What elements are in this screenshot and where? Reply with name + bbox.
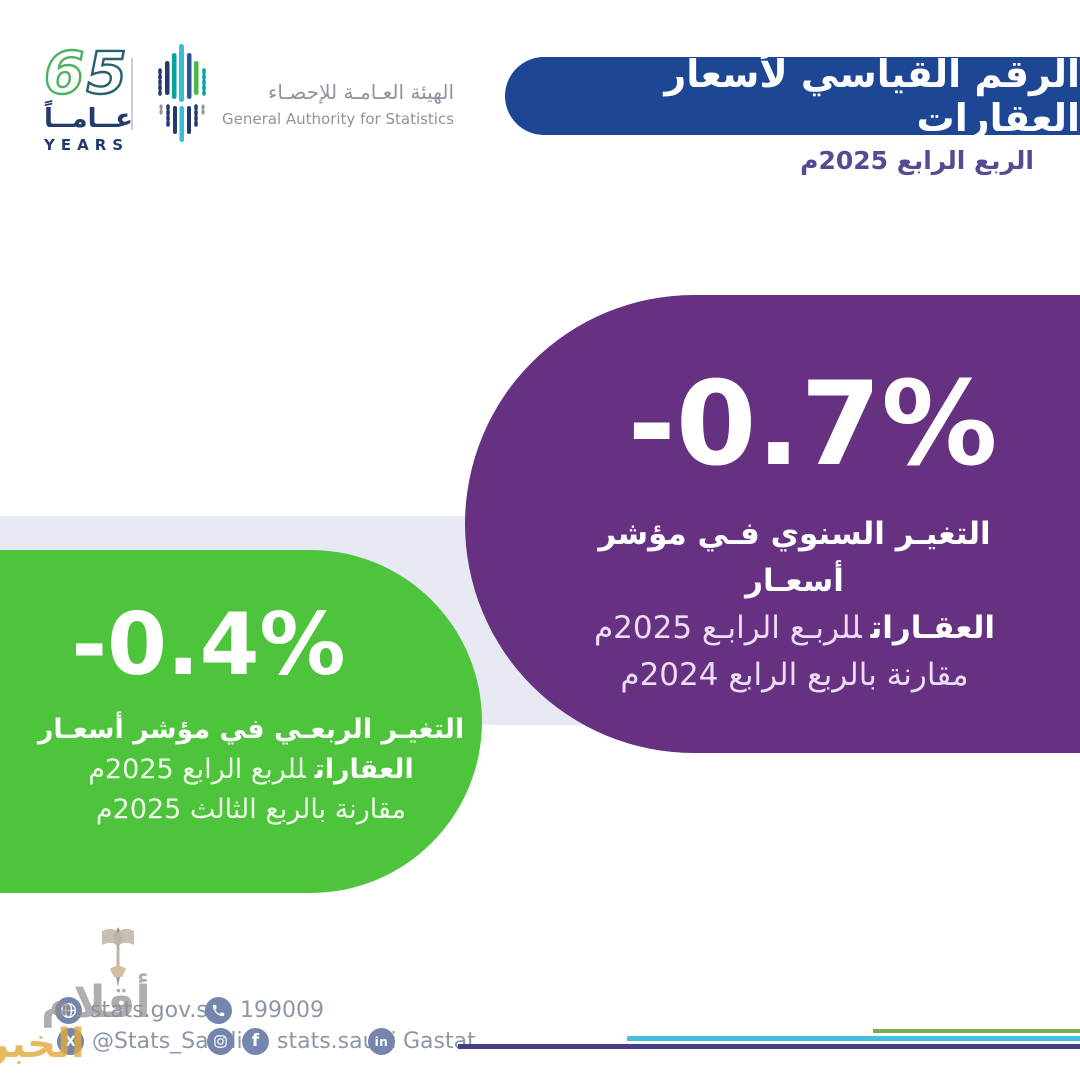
- years-english-label: YEARS: [44, 136, 130, 154]
- phone-label: 199009: [240, 998, 324, 1023]
- title-banner: الرقم القياسي لأسعار العقارات: [505, 52, 1080, 140]
- annual-change-card: -0.7% التغيـر السنوي فـي مؤشر أسعـار الع…: [465, 295, 1080, 753]
- quarterly-line3: مقارنة بالربع الثالث 2025م: [95, 794, 407, 825]
- linkedin-icon: in: [368, 1028, 395, 1055]
- facebook-icon: f: [242, 1028, 269, 1055]
- globe-icon: [55, 997, 82, 1024]
- org-name-arabic: الهيئة العـامـة للإحصـاء: [268, 80, 455, 104]
- org-name-block: الهيئة العـامـة للإحصـاء General Authori…: [222, 80, 454, 128]
- linkedin-handle-label: Gastat: [403, 1029, 476, 1054]
- annual-line1: التغيـر السنوي فـي مؤشر أسعـار: [598, 516, 991, 599]
- quarterly-change-value: -0.4%: [71, 595, 346, 695]
- instagram-icon: [207, 1028, 234, 1055]
- page-title: الرقم القياسي لأسعار العقارات: [664, 52, 1080, 140]
- annual-line2: العقـاراتللربـع الرابـع 2025م: [593, 610, 996, 646]
- website-label: stats.gov.sa: [90, 998, 222, 1023]
- annual-change-description: التغيـر السنوي فـي مؤشر أسعـار العقـارات…: [545, 511, 1044, 699]
- pen-book-icon: [96, 925, 140, 995]
- linkedin-contact: in Gastat: [368, 1028, 476, 1055]
- years-arabic-label: عــامــاً: [44, 104, 133, 134]
- quarterly-line2: العقاراتللربع الرابع 2025م: [88, 754, 414, 785]
- decor-line-cyan: [627, 1036, 1080, 1041]
- phone-icon: [205, 997, 232, 1024]
- annual-line3: مقارنة بالربع الرابع 2024م: [620, 657, 969, 693]
- org-name-english: General Authority for Statistics: [222, 110, 455, 128]
- quarter-subtitle: الربع الرابع 2025م: [800, 146, 1034, 175]
- decor-line-green: [873, 1029, 1080, 1033]
- quarterly-line1: التغيـر الربعـي في مؤشر أسعـار: [37, 714, 465, 745]
- website-contact: stats.gov.sa: [55, 997, 221, 1024]
- annual-change-value: -0.7%: [627, 357, 998, 492]
- 65-years-logo: 65 عــامــاً YEARS: [43, 39, 133, 154]
- quarterly-change-card: -0.4% التغيـر الربعـي في مؤشر أسعـار الع…: [0, 550, 482, 893]
- phone-contact: 199009: [205, 997, 324, 1024]
- x-icon: X: [57, 1028, 84, 1055]
- 65-years-number: 65: [43, 39, 129, 107]
- quarterly-change-description: التغيـر الربعـي في مؤشر أسعـار العقاراتل…: [24, 710, 478, 830]
- header-divider: [131, 58, 133, 130]
- gastat-palm-logo-icon: [146, 40, 218, 154]
- decor-line-indigo: [458, 1044, 1080, 1049]
